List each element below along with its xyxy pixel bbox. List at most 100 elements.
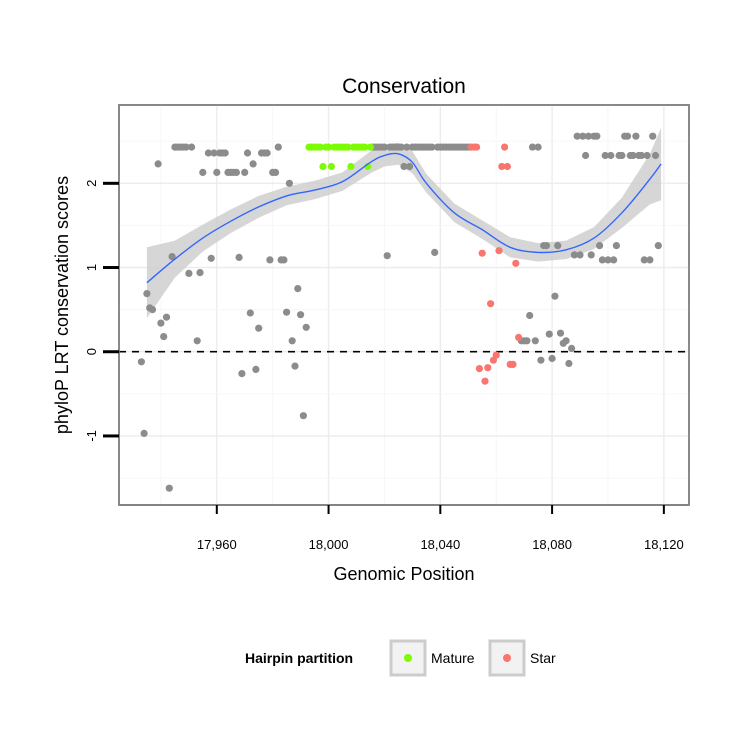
point-star <box>473 143 481 151</box>
point-other <box>654 242 662 250</box>
point-other <box>406 162 414 171</box>
point-other <box>568 344 576 352</box>
y-tick-label: 1 <box>84 264 99 271</box>
point-other <box>565 359 573 368</box>
point-other <box>297 311 305 319</box>
point-other <box>579 132 587 140</box>
x-tick-label: 17,960 <box>197 537 237 552</box>
point-other <box>302 323 310 331</box>
point-star <box>478 249 486 257</box>
y-axis-title: phyloP LRT conservation scores <box>52 176 72 434</box>
point-mature <box>325 143 333 151</box>
point-other <box>607 151 615 160</box>
point-other <box>397 143 405 151</box>
point-other <box>288 337 296 345</box>
point-other <box>534 143 542 151</box>
point-star <box>503 162 511 171</box>
point-other <box>291 362 299 370</box>
point-other <box>587 251 595 259</box>
point-other <box>403 143 411 151</box>
point-star <box>515 333 523 341</box>
point-other <box>651 151 660 160</box>
point-other <box>160 333 168 341</box>
point-other <box>646 256 654 264</box>
point-star <box>512 259 520 267</box>
point-other <box>629 151 637 160</box>
point-other <box>548 354 556 363</box>
x-tick-label: 18,080 <box>532 537 572 552</box>
point-other <box>383 252 391 260</box>
point-other <box>632 132 640 140</box>
point-star <box>509 360 517 368</box>
legend-label-star: Star <box>530 650 556 666</box>
point-other <box>207 254 215 262</box>
point-mature <box>344 143 352 151</box>
point-other <box>243 149 252 157</box>
point-other <box>235 253 243 261</box>
point-other <box>299 412 307 420</box>
x-tick-label: 18,000 <box>309 537 349 552</box>
point-other <box>598 256 607 264</box>
legend-label-mature: Mature <box>431 650 475 666</box>
point-mature <box>361 143 369 151</box>
point-other <box>246 309 254 317</box>
y-axis: -1 0 1 2 <box>84 180 119 442</box>
y-tick-label: -1 <box>84 430 99 442</box>
point-other <box>137 358 145 366</box>
point-star <box>498 162 506 171</box>
point-star <box>501 143 509 151</box>
point-other <box>199 168 207 176</box>
x-axis-title: Genomic Position <box>333 564 474 584</box>
point-other <box>593 132 601 140</box>
point-other <box>165 484 173 492</box>
point-other <box>221 149 229 157</box>
point-other <box>618 151 626 160</box>
point-other <box>213 168 221 176</box>
point-other <box>573 132 581 140</box>
point-mature <box>319 162 327 171</box>
point-other <box>531 337 539 345</box>
x-tick-label: 18,120 <box>644 537 684 552</box>
point-other <box>570 251 579 259</box>
point-star <box>481 377 489 385</box>
point-mature <box>347 162 355 171</box>
point-other <box>249 160 257 168</box>
point-other <box>649 132 657 140</box>
point-other <box>285 179 293 187</box>
data-points <box>137 132 662 492</box>
point-other <box>140 429 148 437</box>
point-other <box>283 308 291 316</box>
point-other <box>266 256 274 264</box>
point-other <box>637 151 646 160</box>
point-star <box>492 351 500 359</box>
point-mature <box>327 162 335 171</box>
point-other <box>428 143 436 151</box>
point-other <box>528 143 537 151</box>
legend-dot-mature <box>404 654 412 662</box>
point-other <box>601 151 609 160</box>
point-mature <box>366 143 375 151</box>
point-other <box>162 313 171 321</box>
point-other <box>204 149 212 157</box>
point-other <box>238 370 246 378</box>
chart-title: Conservation <box>342 75 466 98</box>
point-other <box>400 162 408 171</box>
legend-title: Hairpin partition <box>245 650 353 666</box>
point-other <box>252 365 260 373</box>
point-other <box>596 242 604 250</box>
point-other <box>523 337 531 345</box>
point-star <box>475 365 483 373</box>
point-other <box>182 143 190 151</box>
point-other <box>643 151 651 160</box>
point-other <box>556 329 565 337</box>
point-other <box>604 256 612 264</box>
legend-dot-star <box>503 654 511 662</box>
point-other <box>640 256 648 264</box>
point-mature <box>316 143 324 151</box>
point-other <box>542 242 551 250</box>
point-other <box>431 248 439 256</box>
y-tick-label: 2 <box>84 180 99 187</box>
point-other <box>274 143 282 151</box>
x-tick-label: 18,040 <box>420 537 460 552</box>
